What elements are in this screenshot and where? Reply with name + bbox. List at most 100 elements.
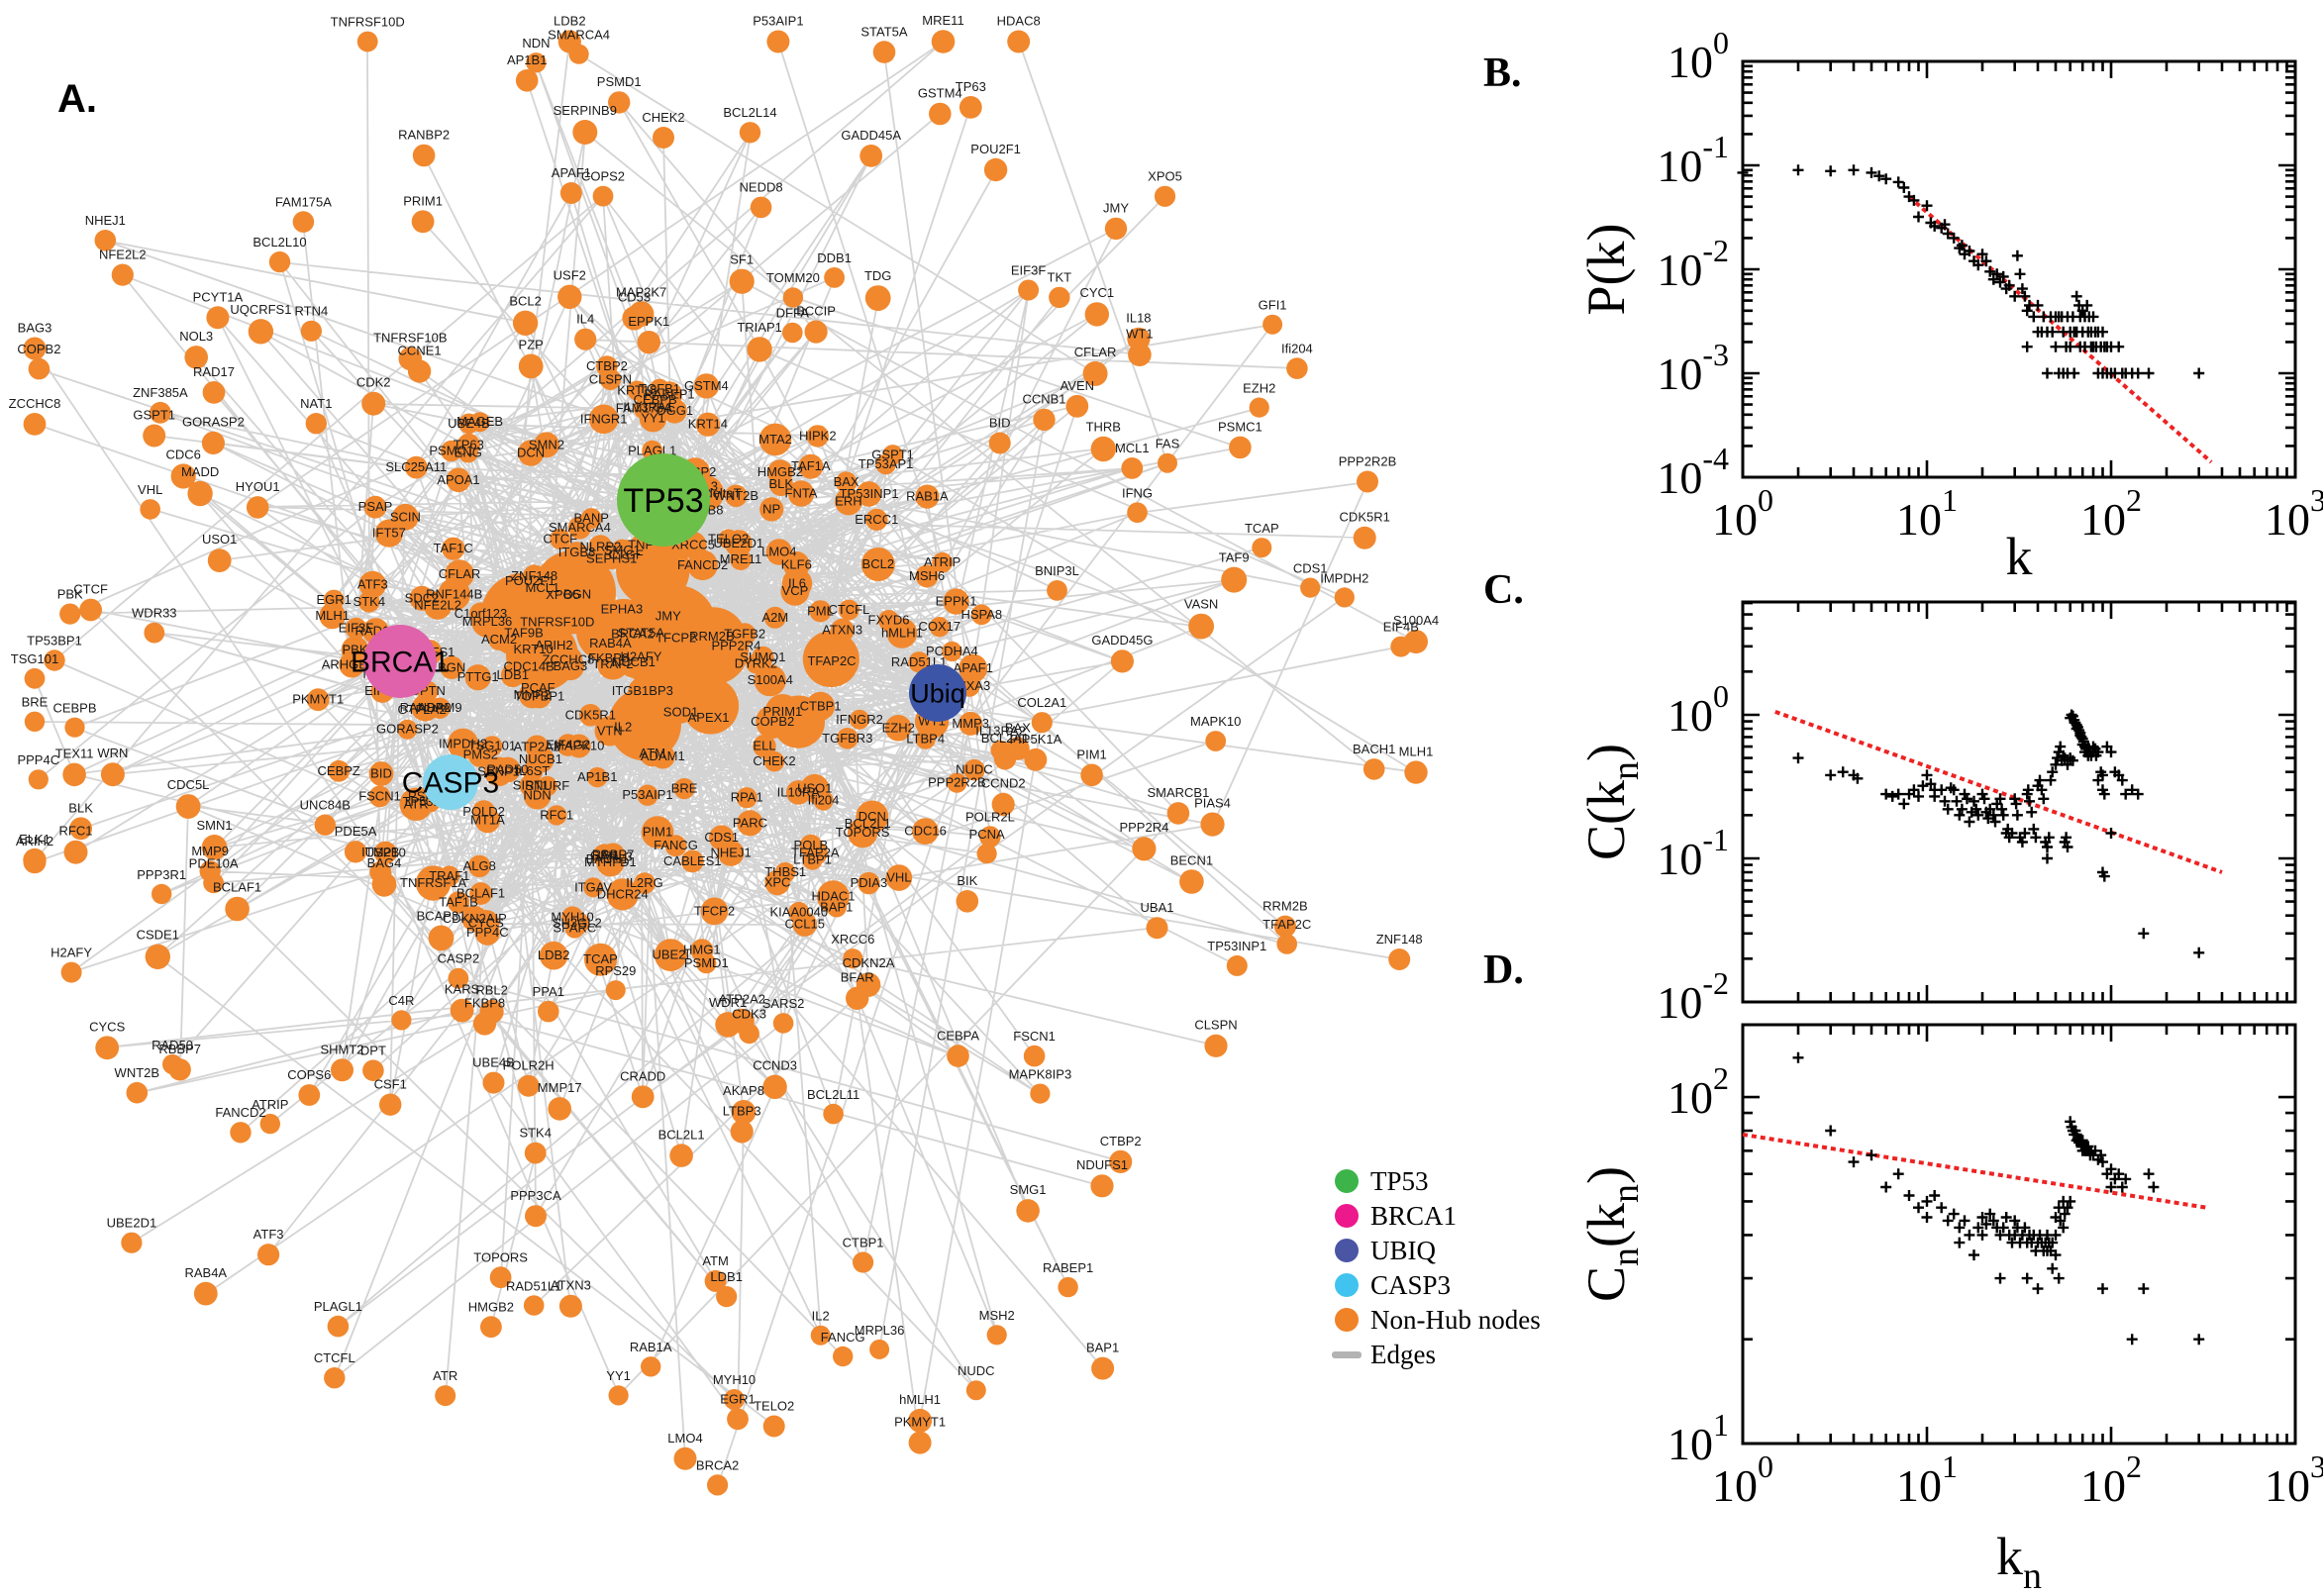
network-node [634, 872, 656, 895]
node-label: PIM1 [1076, 747, 1106, 761]
network-node [772, 1013, 794, 1034]
network-node [592, 185, 614, 207]
node-label: PSMC1 [429, 444, 473, 458]
node-label: HYOU1 [236, 479, 280, 494]
network-node [456, 433, 480, 456]
node-label: CTCFL [828, 602, 869, 617]
network-node [1090, 1174, 1114, 1198]
node-label: EGR1 [316, 592, 351, 607]
network-node [268, 250, 291, 273]
node-label: MMP9 [191, 844, 229, 858]
network-node [412, 144, 436, 167]
network-node [1388, 948, 1411, 970]
node-label: SMARCA4 [549, 520, 611, 535]
network-node [140, 499, 160, 520]
network-node [853, 1251, 874, 1273]
node-label: CDK2 [356, 375, 391, 390]
network-node [121, 1232, 143, 1253]
network-node [1166, 802, 1190, 825]
network-node [768, 472, 793, 497]
network-node [1127, 327, 1151, 350]
hub-label-tp53: TP53 [623, 482, 703, 520]
network-node [1110, 649, 1134, 673]
node-label: SENP1 [477, 763, 520, 778]
node-label: IL2 [614, 720, 632, 735]
legend-dot-tp53 [1335, 1169, 1359, 1193]
network-node [1221, 566, 1248, 593]
network-node [558, 1294, 582, 1318]
legend-dot-ubiq [1335, 1239, 1359, 1262]
chart-panel-C: 100 10-1 10-2 C(kn) [1576, 600, 2297, 1028]
network-node [1091, 1356, 1115, 1380]
node-label: BCL2L10 [252, 235, 306, 249]
network-node [207, 549, 232, 572]
network-node [450, 998, 474, 1023]
node-label: BECN1 [1170, 852, 1213, 867]
network-node [538, 1000, 559, 1023]
network-node [850, 709, 869, 730]
node-label: CLSPN [589, 371, 632, 386]
network-node [69, 817, 92, 841]
node-label: SIRT1 [513, 777, 550, 792]
network-node [765, 539, 792, 565]
node-label: RNF144B [426, 586, 482, 601]
node-label: TCAP [1245, 521, 1279, 536]
node-label: PPA1 [533, 984, 564, 999]
node-label: IL10RA [777, 784, 821, 799]
node-label: BCL2 [862, 556, 895, 571]
network-node [574, 328, 597, 350]
node-label: CEBPA [937, 1028, 979, 1043]
network-node [539, 941, 568, 970]
node-label: EZH2 [1243, 381, 1275, 396]
fit-line [1907, 195, 2213, 464]
node-label: KRT14 [688, 417, 728, 432]
node-label: ZCCHC8 [9, 396, 61, 411]
network-node [525, 735, 550, 759]
network-node [305, 413, 327, 435]
network-node [752, 646, 774, 668]
network-node [567, 516, 592, 540]
y-tick-label: 10-2 [1657, 965, 1729, 1028]
network-node [763, 750, 785, 772]
network-node [1049, 286, 1070, 309]
network-node [730, 1120, 754, 1144]
network-node [1404, 760, 1428, 784]
network-node [837, 728, 858, 749]
node-label: RBL2 [475, 983, 508, 998]
node-label: FKBP8 [588, 650, 629, 665]
network-node [79, 598, 102, 622]
node-label: MCL1 [1115, 441, 1150, 455]
network-node [990, 740, 1011, 760]
node-label: CRADD [620, 1069, 665, 1084]
network-node [885, 864, 913, 891]
node-label: RAD17 [193, 364, 235, 379]
node-label: C1orf123 [454, 606, 507, 621]
network-node [1229, 436, 1252, 459]
node-label: NHEJ1 [85, 213, 126, 228]
network-node [441, 440, 462, 462]
node-label: SMARCA4 [548, 28, 610, 43]
y-axis-label: Cn(kn) [1576, 1166, 1647, 1302]
network-node [739, 1023, 759, 1045]
node-label: PIP5K1A [1010, 732, 1062, 747]
hub-node-brca1 [363, 625, 437, 698]
node-label: IL6ST [516, 763, 551, 778]
network-node [1007, 30, 1031, 53]
node-label: ELK1 [19, 832, 50, 847]
legend-item: Non-Hub nodes [1335, 1305, 1541, 1335]
network-node [404, 455, 428, 479]
node-label: PRIM1 [403, 194, 443, 209]
network-node [653, 127, 674, 149]
node-label: TGFB2 [724, 627, 765, 642]
node-label: WDR1 [709, 995, 747, 1010]
node-label: PPP3R1 [137, 867, 186, 882]
node-label: SARS2 [762, 996, 805, 1011]
network-node [1300, 577, 1321, 598]
network-node [716, 1286, 738, 1308]
node-label: HMG1 [683, 943, 721, 957]
network-node [858, 871, 880, 895]
node-label: SPARC [553, 921, 596, 936]
node-label: XPO5 [546, 587, 580, 602]
node-label: HDAC1 [811, 889, 855, 904]
